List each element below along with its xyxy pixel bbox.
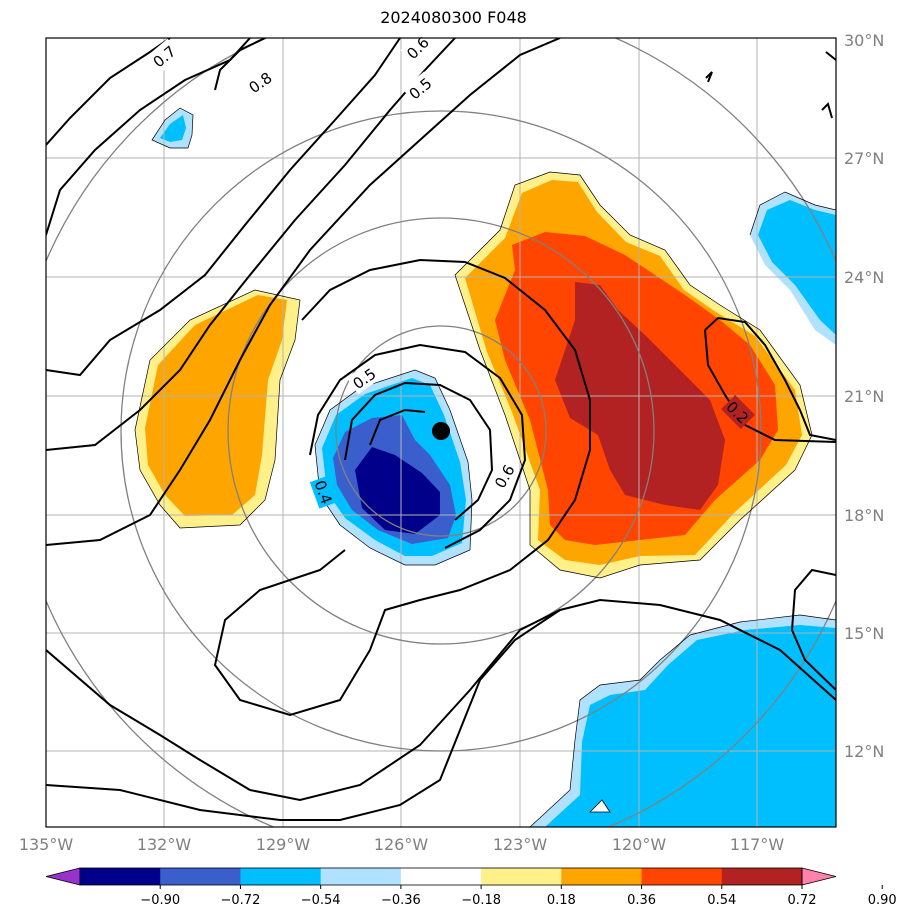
lat-label: 24°N: [844, 268, 884, 287]
shade-nw-small-blue: [160, 115, 186, 142]
colorbar-segment: [80, 868, 161, 885]
colorbar-segment: [160, 868, 241, 885]
lat-label: 18°N: [844, 506, 884, 525]
lat-label: 12°N: [844, 742, 884, 761]
colorbar-tick-label: −0.90: [140, 893, 180, 908]
colorbar-tick-label: 0.54: [707, 893, 736, 908]
colorbar-tick-label: 0.72: [788, 893, 817, 908]
shade-se-hole: [589, 799, 611, 813]
colorbar-extension-max: [801, 867, 837, 886]
colorbar-tick-label: 0.36: [627, 893, 656, 908]
lat-label: 27°N: [844, 149, 884, 168]
map-title: 2024080300 F048: [380, 8, 527, 27]
lat-label: 15°N: [844, 624, 884, 643]
colorbar-segment: [481, 868, 562, 885]
lon-label: 123°W: [493, 835, 548, 854]
colorbar-tick-label: −0.18: [461, 893, 501, 908]
lon-label: 117°W: [730, 835, 785, 854]
lat-label: 21°N: [844, 387, 884, 406]
colorbar-tick-label: −0.72: [221, 893, 261, 908]
shade-center-darkblue: [355, 447, 440, 534]
colorbar-segment: [320, 868, 402, 885]
lon-label: 135°W: [19, 835, 74, 854]
colorbar-segment: [721, 868, 803, 885]
shade-west-orange: [145, 295, 287, 516]
contours: [46, 38, 836, 821]
colorbar-extension-min: [45, 867, 81, 886]
lat-label: 30°N: [844, 31, 884, 50]
colorbar-frame: [79, 867, 803, 886]
colorbar-tick-label: 0.18: [547, 893, 576, 908]
longitude-labels: 135°W 132°W 129°W 126°W 123°W 120°W 117°…: [19, 835, 785, 854]
colorbar-segment: [240, 868, 322, 885]
colorbar-tick-label: 0.90: [868, 893, 897, 908]
shade-ne-blue: [758, 200, 836, 335]
latitude-labels: 30°N 27°N 24°N 21°N 18°N 15°N 12°N: [844, 31, 884, 761]
colorbar-segment: [400, 868, 482, 885]
colorbar: −0.90 −0.72 −0.54 −0.36 −0.18 0.18 0.36 0.54 0.7…: [45, 867, 897, 908]
lon-label: 126°W: [374, 835, 429, 854]
lon-label: 132°W: [137, 835, 192, 854]
colorbar-segment: [561, 868, 643, 885]
storm-center-marker: [432, 422, 450, 440]
colorbar-segment: [641, 868, 723, 885]
shading-layer: [135, 108, 836, 827]
lon-label: 120°W: [612, 835, 667, 854]
range-rings: [46, 38, 836, 827]
colorbar-tick-label: −0.54: [301, 893, 341, 908]
contour-label: 0.5: [406, 74, 436, 103]
lon-label: 129°W: [256, 835, 311, 854]
contour-label: 0.7: [150, 42, 180, 71]
shade-se-blue: [545, 625, 836, 827]
map-frame: [45, 37, 837, 828]
contour-label: 0.8: [246, 69, 276, 97]
colorbar-tick-label: −0.36: [381, 893, 421, 908]
shading-outlines: [134, 107, 836, 827]
